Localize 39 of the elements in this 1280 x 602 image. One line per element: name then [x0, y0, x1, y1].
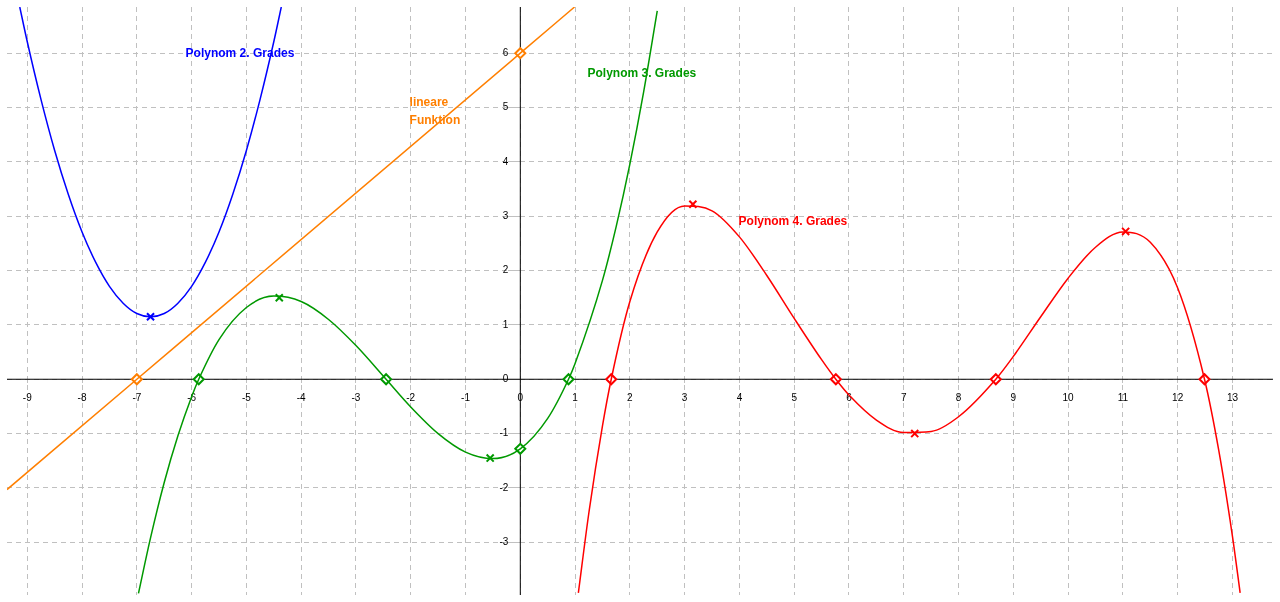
x-tick-label: 7 — [900, 392, 907, 404]
x-tick-label: -7 — [132, 392, 142, 404]
point — [274, 293, 284, 303]
x-tick-label: 10 — [1062, 392, 1075, 404]
y-tick-label: 4 — [502, 155, 509, 167]
y-tick-label: 1 — [502, 318, 509, 330]
y-tick-label: 2 — [502, 264, 509, 276]
x-tick-label: 9 — [1010, 392, 1017, 404]
x-tick-label: 13 — [1226, 392, 1239, 404]
x-tick-label: 0 — [517, 392, 524, 404]
x-tick-label: -4 — [296, 392, 307, 404]
x-tick-label: -2 — [406, 392, 416, 404]
point — [688, 199, 698, 209]
x-tick-label: 4 — [736, 392, 743, 404]
annotation: Polynom 4. Grades — [738, 214, 848, 229]
y-tick-label: -2 — [499, 481, 509, 493]
point — [145, 312, 156, 322]
x-tick-label: -5 — [241, 392, 252, 404]
x-tick-label: -1 — [461, 392, 471, 404]
x-tick-label: 2 — [627, 392, 634, 404]
x-tick-label: -3 — [351, 392, 361, 404]
x-tick-label: 5 — [791, 392, 798, 404]
x-tick-label: 11 — [1117, 392, 1129, 404]
y-tick-label: 6 — [502, 46, 509, 58]
y-tick-label: -1 — [499, 427, 509, 439]
x-tick-label: 12 — [1172, 392, 1184, 404]
y-tick-label: -3 — [499, 536, 509, 548]
x-tick-label: -8 — [77, 392, 87, 404]
x-tick-label: 8 — [955, 392, 962, 404]
x-tick-label: 1 — [572, 392, 579, 404]
line-series — [7, 7, 576, 491]
y-tick-label: 5 — [502, 101, 509, 113]
y-tick-label: 3 — [502, 209, 509, 221]
x-tick-label: -9 — [22, 392, 33, 404]
x-tick-label: 3 — [681, 392, 688, 404]
point — [1121, 226, 1131, 236]
point — [910, 429, 920, 439]
point — [485, 453, 495, 463]
y-tick-label: 0 — [502, 373, 509, 385]
